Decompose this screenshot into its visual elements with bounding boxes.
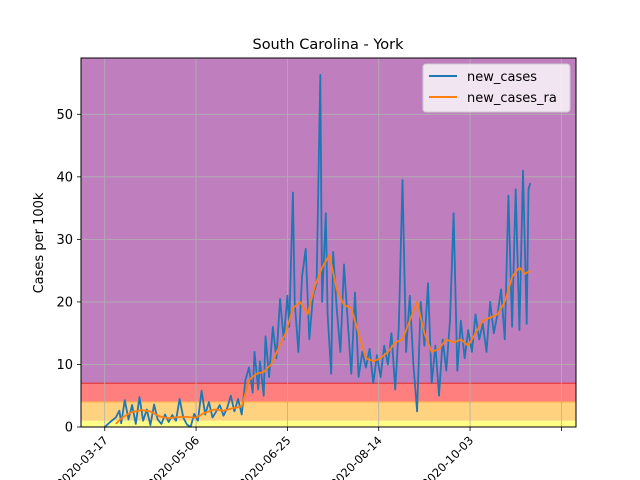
risk-band-0 <box>81 420 576 427</box>
y-tick-label-4: 40 <box>56 170 73 185</box>
axes-frame <box>80 57 577 428</box>
threshold-lines <box>81 382 576 403</box>
legend-label-new-cases-ra: new_cases_ra <box>467 91 557 106</box>
risk-bands <box>81 58 576 427</box>
risk-band-2 <box>81 383 576 402</box>
legend-box <box>422 63 571 113</box>
chart-title: South Carolina - York <box>252 37 404 53</box>
series-line-new-cases-ra <box>115 254 531 425</box>
series-line-new-cases <box>104 74 532 427</box>
y-tick-label-0: 0 <box>65 421 73 436</box>
y-tick-label-3: 30 <box>56 233 73 248</box>
y-tick-label-1: 10 <box>56 358 73 373</box>
y-axis-label: Cases per 100k <box>32 192 47 293</box>
legend: new_cases new_cases_ra <box>422 63 571 113</box>
y-axis-ticks: 0 10 20 30 40 50 <box>56 108 81 436</box>
series-lines <box>104 74 532 427</box>
y-tick-label-2: 20 <box>56 295 73 310</box>
y-tick-label-5: 50 <box>56 108 73 123</box>
legend-label-new-cases: new_cases <box>467 70 537 85</box>
